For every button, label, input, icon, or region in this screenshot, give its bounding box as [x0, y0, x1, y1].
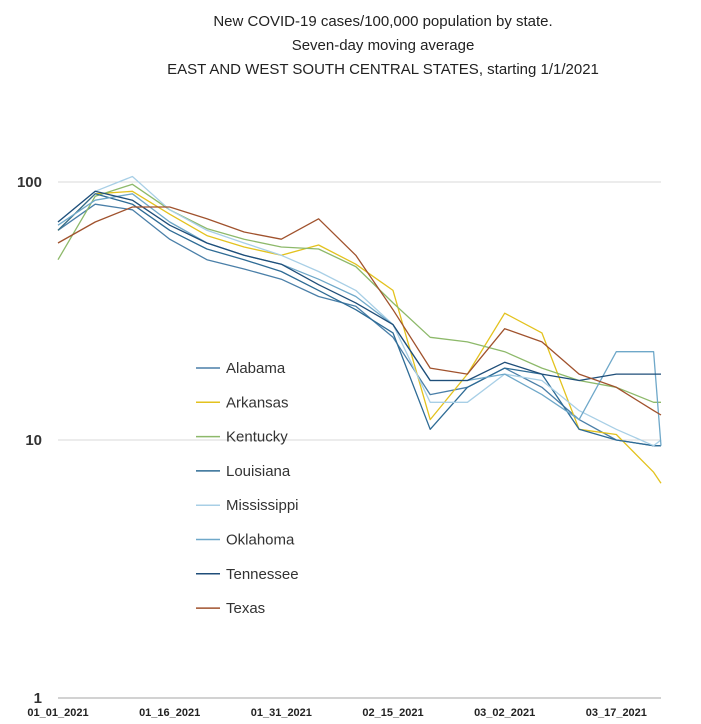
legend: Alabama Arkansas Kentucky Louisiana Mississi… — [196, 360, 299, 617]
gridlines — [58, 181, 661, 441]
y-tick-label-10: 10 — [25, 432, 42, 449]
legend-item-kentucky: Kentucky — [196, 429, 288, 446]
series-line-oklahoma — [57, 193, 662, 446]
series-line-alabama — [57, 203, 661, 447]
series-line-mississippi — [57, 175, 662, 447]
series-lines — [57, 175, 662, 484]
legend-label-texas: Texas — [226, 600, 265, 617]
legend-item-texas: Texas — [196, 600, 265, 617]
series-line-louisiana — [57, 193, 661, 447]
chart-title-line-2: Seven-day moving average — [292, 37, 475, 54]
x-tick-label-01_01_2021: 01_01_2021 — [27, 707, 88, 719]
y-tick-labels: 1 10 100 — [17, 174, 42, 707]
legend-item-mississippi: Mississippi — [196, 497, 299, 514]
chart-title: New COVID-19 cases/100,000 population by… — [167, 13, 599, 78]
legend-item-oklahoma: Oklahoma — [196, 532, 295, 549]
legend-item-louisiana: Louisiana — [196, 463, 291, 480]
legend-item-arkansas: Arkansas — [196, 394, 289, 411]
legend-label-oklahoma: Oklahoma — [226, 532, 295, 549]
y-tick-label-1: 1 — [34, 690, 42, 707]
legend-label-mississippi: Mississippi — [226, 497, 299, 514]
legend-label-kentucky: Kentucky — [226, 429, 288, 446]
legend-item-alabama: Alabama — [196, 360, 286, 377]
series-line-arkansas — [57, 190, 662, 484]
series-line-tennessee — [57, 190, 661, 382]
x-tick-label-01_16_2021: 01_16_2021 — [139, 707, 200, 719]
x-tick-labels: 01_01_2021 01_16_2021 01_31_2021 02_15_2021… — [27, 707, 647, 719]
x-tick-label-02_15_2021: 02_15_2021 — [362, 707, 423, 719]
x-tick-label-03_17_2021: 03_17_2021 — [586, 707, 647, 719]
x-tick-label-01_31_2021: 01_31_2021 — [251, 707, 312, 719]
chart-title-line-1: New COVID-19 cases/100,000 population by… — [213, 13, 552, 30]
series-line-kentucky — [57, 183, 661, 403]
legend-label-louisiana: Louisiana — [226, 463, 291, 480]
legend-label-alabama: Alabama — [226, 360, 286, 377]
legend-label-arkansas: Arkansas — [226, 394, 289, 411]
legend-item-tennessee: Tennessee — [196, 566, 299, 583]
legend-label-tennessee: Tennessee — [226, 566, 299, 583]
series-line-texas — [57, 206, 662, 416]
x-tick-label-03_02_2021: 03_02_2021 — [474, 707, 535, 719]
y-tick-label-100: 100 — [17, 174, 42, 191]
chart-title-line-3: EAST AND WEST SOUTH CENTRAL STATES, star… — [167, 61, 599, 78]
